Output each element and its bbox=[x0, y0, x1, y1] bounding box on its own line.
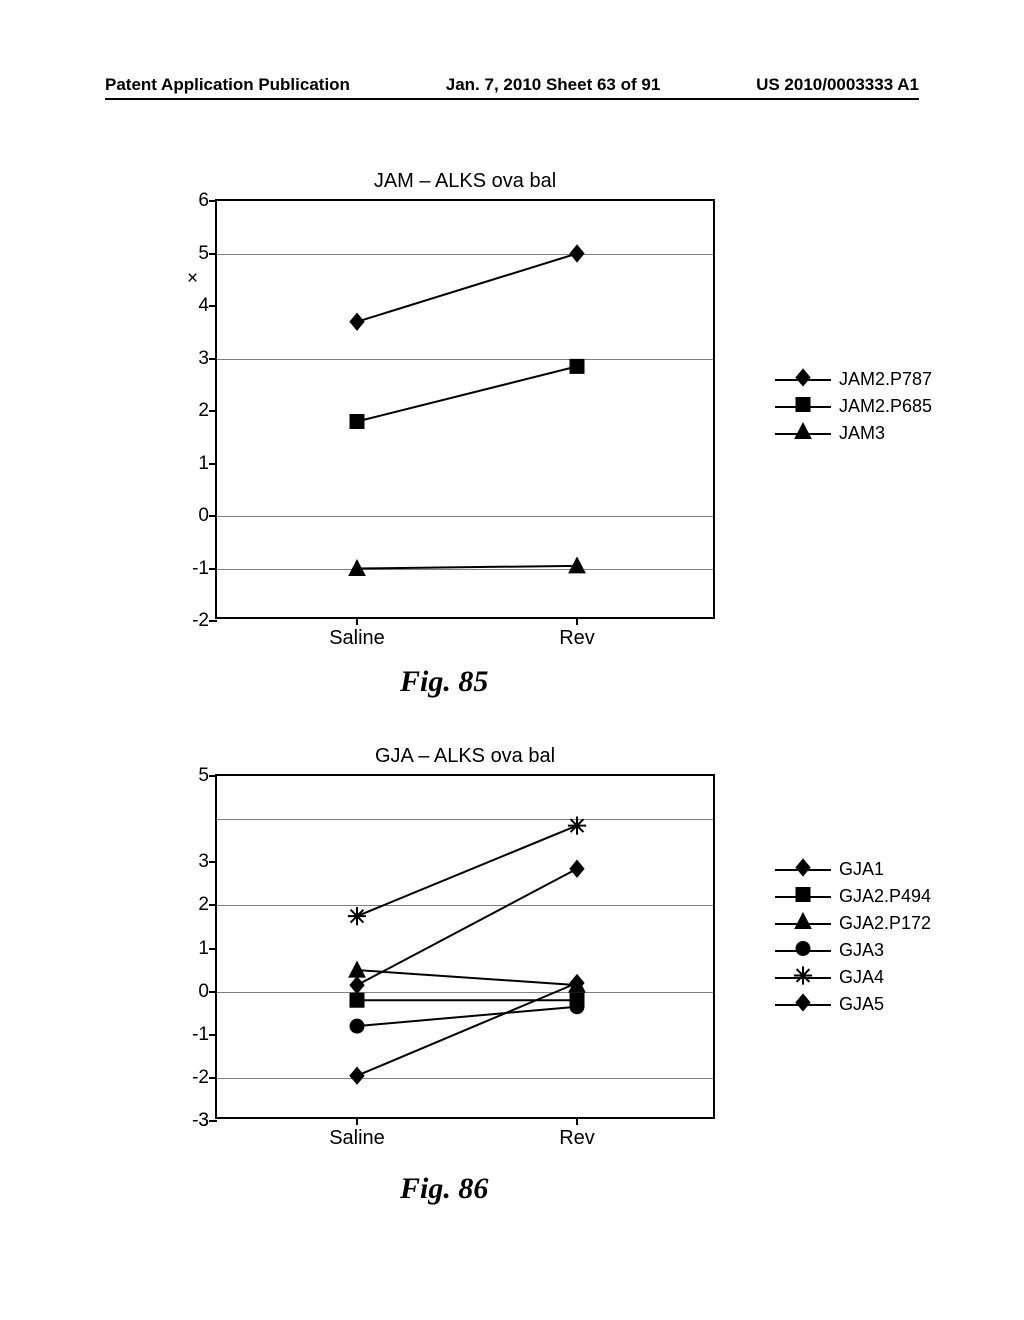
header-left: Patent Application Publication bbox=[105, 75, 350, 95]
plot-box: -2-10123456SalineRev bbox=[215, 199, 715, 619]
triangle-icon bbox=[793, 911, 813, 936]
square-icon bbox=[793, 884, 813, 909]
chart-area: -3-2-10123-35SalineRevGJA1GJA2.P494GJA2.… bbox=[175, 774, 715, 1119]
series-line bbox=[357, 366, 577, 421]
x-tick-label: Rev bbox=[559, 1127, 595, 1150]
series-line bbox=[357, 869, 577, 985]
legend-item: JAM3 bbox=[775, 423, 932, 444]
chart-gja: GJA – ALKS ova bal -3-2-10123-35SalineRe… bbox=[175, 745, 715, 1119]
series-line bbox=[357, 254, 577, 322]
figure-caption-85: Fig. 85 bbox=[400, 665, 488, 699]
plot-box: -3-2-10123-35SalineRev bbox=[215, 774, 715, 1119]
series-line bbox=[357, 826, 577, 917]
legend-label: JAM2.P787 bbox=[839, 369, 932, 390]
legend-item: GJA2.P494 bbox=[775, 886, 931, 907]
x-tick-label: Saline bbox=[329, 627, 385, 650]
y-tick-label: 2 bbox=[198, 400, 217, 422]
legend-item: GJA4 bbox=[775, 967, 931, 988]
legend-label: GJA5 bbox=[839, 994, 884, 1015]
asterisk-icon bbox=[793, 965, 813, 990]
legend-item: GJA3 bbox=[775, 940, 931, 961]
legend: JAM2.P787 JAM2.P685 JAM3 bbox=[775, 369, 932, 450]
legend-label: GJA3 bbox=[839, 940, 884, 961]
y-tick-label: 4 bbox=[198, 295, 217, 317]
series-line bbox=[357, 1007, 577, 1026]
legend-label: JAM2.P685 bbox=[839, 396, 932, 417]
circle-icon bbox=[793, 938, 813, 963]
x-tick-label: Saline bbox=[329, 1127, 385, 1150]
legend-line bbox=[775, 406, 831, 408]
figure-caption-86: Fig. 86 bbox=[400, 1172, 488, 1206]
chart-jam: JAM – ALKS ova bal -2-10123456SalineRev ×… bbox=[175, 170, 715, 619]
y-tick-label: 6 bbox=[198, 190, 217, 212]
y-tick-label: 5 bbox=[198, 243, 217, 265]
y-extra-label: × bbox=[187, 268, 205, 290]
y-tick-label: 3 bbox=[198, 348, 217, 370]
y-tick-label: -1 bbox=[192, 1024, 217, 1046]
legend-item: GJA1 bbox=[775, 859, 931, 880]
header-divider bbox=[105, 98, 919, 100]
y-tick-label: 5 bbox=[198, 765, 217, 787]
series-line bbox=[357, 970, 577, 985]
legend-line bbox=[775, 379, 831, 381]
legend-label: JAM3 bbox=[839, 423, 885, 444]
legend: GJA1 GJA2.P494 GJA2.P172 GJA3 GJA4 GJA5 bbox=[775, 859, 931, 1021]
y-tick-label: 3 bbox=[198, 851, 217, 873]
legend-item: GJA2.P172 bbox=[775, 913, 931, 934]
legend-line bbox=[775, 869, 831, 871]
series-line bbox=[357, 983, 577, 1076]
diamond-icon bbox=[793, 992, 813, 1017]
legend-label: GJA4 bbox=[839, 967, 884, 988]
header-right: US 2010/0003333 A1 bbox=[756, 75, 919, 95]
legend-line bbox=[775, 433, 831, 435]
header-center: Jan. 7, 2010 Sheet 63 of 91 bbox=[446, 75, 661, 95]
legend-label: GJA2.P172 bbox=[839, 913, 931, 934]
y-tick-label: 1 bbox=[198, 453, 217, 475]
y-tick-label: -3 bbox=[192, 1110, 217, 1132]
y-tick-label: 0 bbox=[198, 505, 217, 527]
y-tick-label: -2 bbox=[192, 610, 217, 632]
triangle-icon bbox=[793, 421, 813, 446]
y-tick-label: 0 bbox=[198, 981, 217, 1003]
legend-line bbox=[775, 923, 831, 925]
legend-line bbox=[775, 977, 831, 979]
legend-item: JAM2.P787 bbox=[775, 369, 932, 390]
chart-area: -2-10123456SalineRev×JAM2.P787JAM2.P685J… bbox=[175, 199, 715, 619]
diamond-icon bbox=[793, 367, 813, 392]
x-tick-label: Rev bbox=[559, 627, 595, 650]
plot-svg bbox=[217, 201, 717, 621]
square-icon bbox=[793, 394, 813, 419]
legend-label: GJA1 bbox=[839, 859, 884, 880]
chart-title: GJA – ALKS ova bal bbox=[215, 745, 715, 768]
legend-line bbox=[775, 950, 831, 952]
diamond-icon bbox=[793, 857, 813, 882]
series-line bbox=[357, 566, 577, 569]
legend-line bbox=[775, 1004, 831, 1006]
y-tick-label: -1 bbox=[192, 558, 217, 580]
y-tick-label: 2 bbox=[198, 894, 217, 916]
legend-line bbox=[775, 896, 831, 898]
y-tick-label: -2 bbox=[192, 1067, 217, 1089]
legend-item: JAM2.P685 bbox=[775, 396, 932, 417]
plot-svg bbox=[217, 776, 717, 1121]
legend-label: GJA2.P494 bbox=[839, 886, 931, 907]
chart-title: JAM – ALKS ova bal bbox=[215, 170, 715, 193]
page-header: Patent Application Publication Jan. 7, 2… bbox=[105, 75, 919, 95]
legend-item: GJA5 bbox=[775, 994, 931, 1015]
y-tick-label: 1 bbox=[198, 938, 217, 960]
